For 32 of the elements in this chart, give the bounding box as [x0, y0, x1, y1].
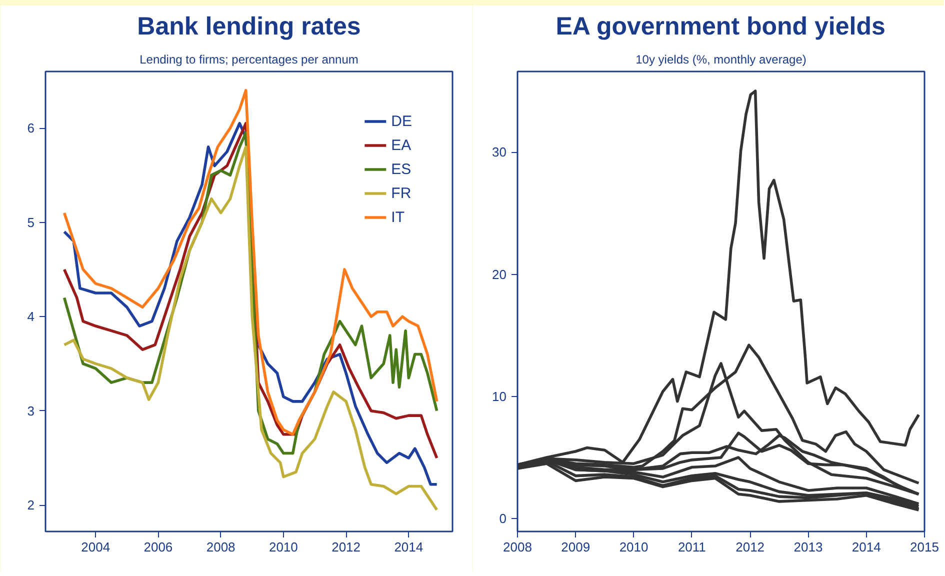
x-tick-label: 2011 — [678, 540, 706, 554]
y-tick-label: 2 — [27, 498, 35, 513]
x-tick-label: 2006 — [144, 540, 173, 554]
x-tick-label: 2010 — [619, 540, 648, 554]
x-tick-label: 2008 — [503, 540, 532, 554]
chart-title: EA government bond yields — [556, 12, 886, 40]
legend-label: FR — [391, 184, 412, 202]
x-tick-label: 2014 — [852, 540, 881, 554]
y-tick-label: 10 — [492, 388, 507, 404]
y-tick-label: 4 — [27, 309, 35, 324]
x-tick-label: 2010 — [268, 540, 298, 554]
chart-title: Bank lending rates — [137, 12, 361, 40]
legend-label: ES — [391, 160, 412, 178]
x-tick-label: 2013 — [794, 540, 823, 554]
y-tick-label: 0 — [499, 511, 507, 526]
legend-label: IT — [391, 208, 406, 226]
chart-subtitle: 10y yields (%, monthly average) — [636, 52, 806, 66]
x-tick-label: 2012 — [332, 540, 361, 554]
x-tick-label: 2012 — [736, 540, 765, 554]
y-tick-label: 3 — [27, 403, 35, 418]
legend-label: DE — [391, 112, 412, 130]
x-tick-label: 2009 — [561, 540, 590, 554]
y-tick-label: 6 — [27, 120, 35, 136]
chart-subtitle: Lending to firms; percentages per annum — [140, 52, 358, 66]
x-tick-label: 2004 — [81, 540, 110, 554]
x-tick-label: 2014 — [394, 540, 424, 554]
y-tick-label: 20 — [492, 266, 507, 282]
y-tick-label: 30 — [492, 144, 507, 160]
y-tick-label: 5 — [27, 214, 35, 230]
x-tick-label: 2015 — [910, 540, 939, 554]
legend-label: EA — [391, 136, 412, 154]
x-tick-label: 2008 — [206, 540, 236, 554]
